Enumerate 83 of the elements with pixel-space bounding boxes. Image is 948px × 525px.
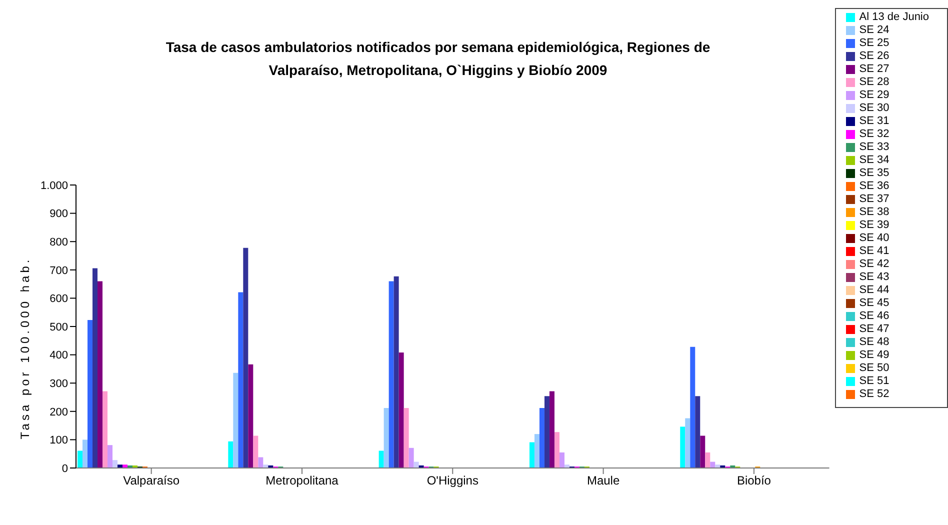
bar [78,450,83,468]
legend-label: SE 32 [859,128,890,140]
legend-label: SE 29 [859,89,890,101]
bar [695,396,700,468]
bar [378,450,384,468]
legend-label: SE 30 [859,102,890,114]
bar [112,460,118,468]
bar [228,441,234,468]
bar [108,445,113,468]
bar [404,408,409,468]
y-tick-label: 700 [50,264,68,277]
bar [233,372,238,468]
bar [539,408,544,468]
bar [384,408,389,468]
bar [258,457,264,468]
x-tick-label: Valparaíso [123,474,180,488]
y-tick-label: 900 [50,208,68,220]
bar [388,281,394,468]
x-tick-label: Maule [586,474,620,488]
bar [92,268,98,468]
legend-label: SE 43 [859,271,890,283]
bar [248,364,254,468]
bar [394,276,399,468]
bar [102,391,108,468]
y-tick-label: 600 [50,293,68,306]
legend-label: SE 24 [859,24,890,36]
legend-label: SE 42 [859,258,890,270]
bar [559,452,564,468]
bar [88,320,93,468]
legend-label: SE 25 [859,37,890,49]
bar [690,346,696,468]
legend-label: SE 26 [859,50,890,62]
legend-label: SE 49 [859,349,890,361]
bar [705,452,710,468]
bar [98,281,103,468]
legend-label: SE 48 [859,336,890,348]
legend-label: SE 41 [859,245,890,257]
legend-label: SE 35 [859,167,890,179]
y-tick-label: 400 [50,350,68,362]
y-tick-label: 0 [62,462,68,475]
legend-label: SE 52 [859,388,890,400]
bar [685,418,690,468]
x-tick-label: Metropolitana [266,474,339,488]
y-tick-label: 100 [50,434,68,447]
bar [238,292,244,468]
bar [680,426,686,468]
bar [534,434,540,468]
legend-label: SE 38 [859,206,890,218]
bar [544,396,550,468]
y-tick-label: 800 [50,236,68,249]
x-tick-label: Biobío [736,474,772,488]
y-tick-label: 200 [50,406,68,418]
legend-label: SE 31 [859,115,890,127]
x-tick-label: O'Higgins [426,474,478,488]
bar [243,248,248,468]
legend-label: SE 47 [859,323,890,335]
legend-label: SE 45 [859,297,890,309]
legend-label: SE 37 [859,193,890,205]
legend-label: SE 51 [859,375,890,387]
bar [529,442,534,468]
bar [549,391,554,468]
y-tick-label: 300 [50,378,68,390]
legend-label: SE 50 [859,362,890,374]
y-tick-label: 1.000 [40,180,68,192]
legend-label: SE 36 [859,180,890,192]
legend-label: SE 27 [859,63,890,75]
bar [700,436,706,468]
bar [408,448,414,468]
bar [82,440,88,468]
legend-label: SE 44 [859,284,890,296]
legend-label: SE 46 [859,310,890,322]
bar [253,436,258,468]
legend-label: SE 40 [859,232,890,244]
legend-label: SE 34 [859,154,890,166]
chart-title: Tasa de casos ambulatorios notificados por semana epidemiológica, Regiones de Valparaíso, Metropolitana, O`Higgins y Biobío 2009 [164,38,712,80]
legend-label: Al 13 de Junio [859,11,929,23]
legend-label: SE 33 [859,141,890,153]
bar [398,352,404,468]
legend-label: SE 39 [859,219,890,231]
bar [554,432,560,468]
legend-label: SE 28 [859,76,890,88]
y-tick-label: 500 [50,321,68,334]
y-axis-title: Tasa por 100.000 hab. [18,256,32,440]
